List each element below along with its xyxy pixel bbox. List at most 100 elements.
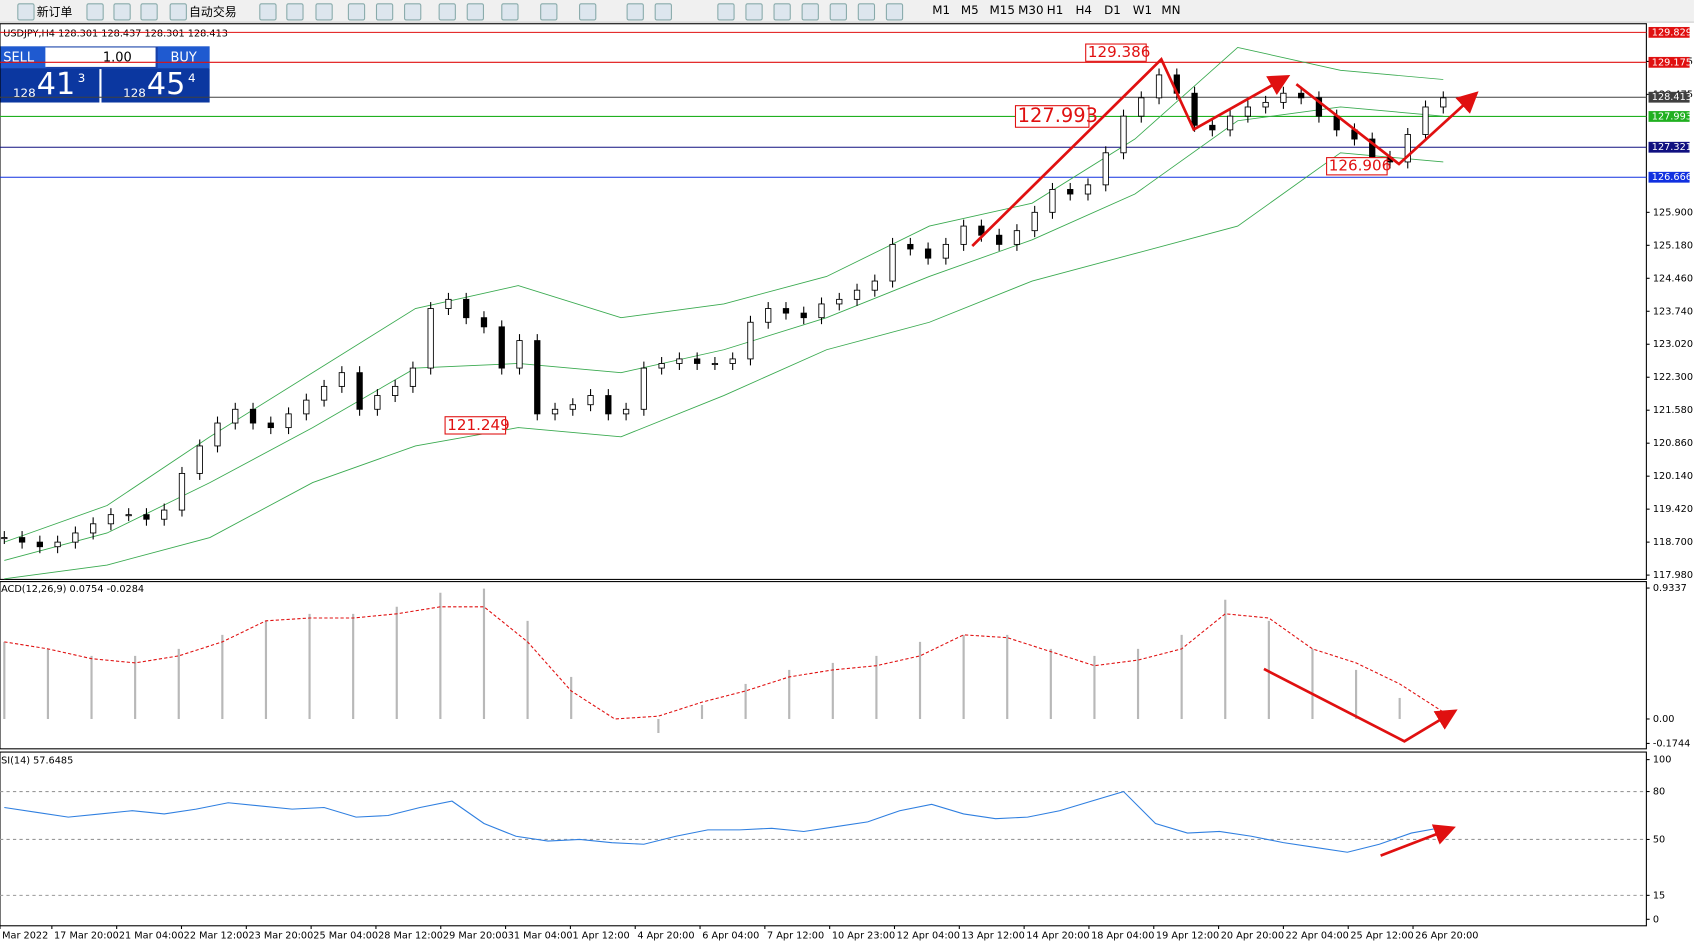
- icon[interactable]: [579, 3, 597, 21]
- time-label: 18 Apr 04:00: [1091, 930, 1154, 941]
- candle: [658, 363, 665, 369]
- candle: [1102, 152, 1109, 186]
- candle: [960, 225, 967, 245]
- candle: [1, 537, 8, 540]
- time-label: 20 Apr 20:00: [1221, 930, 1284, 941]
- annotation: 129.386: [1088, 43, 1151, 61]
- candle: [196, 445, 203, 474]
- icon[interactable]: [259, 3, 277, 21]
- timeframe-button[interactable]: H1: [1046, 3, 1064, 18]
- candle: [178, 472, 186, 511]
- annotation: 127.993: [1018, 104, 1098, 127]
- y-tick-label: 125.900: [1653, 207, 1693, 218]
- arrow: [1380, 824, 1456, 857]
- candle: [1440, 97, 1447, 108]
- time-label: 28 Mar 12:00: [378, 930, 443, 941]
- icon[interactable]: [113, 3, 131, 21]
- icon[interactable]: [540, 3, 558, 21]
- candle: [480, 317, 488, 328]
- icon[interactable]: [773, 3, 791, 21]
- candle: [516, 340, 523, 369]
- level-label-box: [1648, 91, 1690, 103]
- timeframe-button[interactable]: M30: [1018, 3, 1044, 18]
- bollinger-band: [4, 152, 1444, 580]
- chart-area: USDJPY,H4 128.301 128.437 128.301 128.41…: [0, 23, 1693, 941]
- candle: [1084, 184, 1092, 195]
- candle: [107, 514, 115, 525]
- icon[interactable]: [654, 3, 672, 21]
- auto-trade-button[interactable]: 自动交易: [189, 5, 237, 20]
- icon[interactable]: [885, 3, 904, 21]
- candle: [907, 243, 914, 250]
- candle: [889, 243, 896, 282]
- timeframe-button[interactable]: M15: [989, 3, 1015, 18]
- icon[interactable]: [404, 3, 422, 21]
- y-tick-label: 0: [1653, 914, 1659, 925]
- time-label: 31 Mar 04:00: [508, 930, 573, 941]
- marks: USDJPY,H4 128.301 128.437 128.301 128.41…: [0, 26, 1693, 941]
- timeframe-button[interactable]: MN: [1161, 3, 1181, 18]
- signal-line: [4, 606, 1444, 720]
- y-tick-label: 117.980: [1653, 570, 1693, 581]
- candle: [765, 308, 772, 323]
- level-label-box: [1648, 141, 1690, 153]
- time-label: 29 Mar 20:00: [443, 930, 508, 941]
- candle: [1244, 106, 1251, 117]
- candle: [320, 385, 328, 401]
- candle: [1031, 211, 1038, 232]
- drawn-arrows: [971, 57, 1479, 857]
- candle: [1013, 230, 1021, 245]
- timeframe-button[interactable]: W1: [1132, 3, 1153, 18]
- icon[interactable]: [466, 3, 484, 21]
- icon[interactable]: [745, 3, 763, 21]
- icon[interactable]: [829, 3, 847, 21]
- time-label: 7 Apr 12:00: [767, 930, 824, 941]
- candle: [924, 248, 932, 259]
- timeframe-button[interactable]: M5: [960, 3, 979, 18]
- timeframe-button[interactable]: D1: [1104, 3, 1121, 18]
- candle: [90, 523, 97, 534]
- candle: [1138, 97, 1145, 117]
- y-tick-label: 50: [1653, 834, 1665, 845]
- level-label: 128.413: [1652, 92, 1692, 103]
- icon[interactable]: [347, 3, 366, 21]
- candle: [551, 408, 559, 415]
- candle: [143, 514, 150, 520]
- icon[interactable]: [717, 3, 735, 21]
- time-label: 22 Apr 04:00: [1286, 930, 1349, 941]
- rsi-frame: [0, 751, 1647, 927]
- icon[interactable]: [286, 3, 304, 21]
- annotation-box: [1326, 157, 1388, 176]
- time-label: 26 Apr 20:00: [1415, 930, 1478, 941]
- candle: [729, 358, 736, 364]
- y-tick-label: 120.860: [1653, 438, 1693, 449]
- icon[interactable]: [857, 3, 876, 21]
- time-label: 12 Apr 04:00: [897, 930, 960, 941]
- icon[interactable]: [140, 3, 158, 21]
- timeframe-button[interactable]: H4: [1075, 3, 1092, 18]
- icon[interactable]: [626, 3, 644, 21]
- time-label: 23 Mar 20:00: [248, 930, 313, 941]
- new-order-button[interactable]: 新订单: [36, 5, 73, 20]
- time-label: 17 Mar 20:00: [54, 930, 119, 941]
- indicator-title: ACD(12,26,9) 0.0754 -0.0284: [1, 584, 144, 595]
- timeframe-button[interactable]: M1: [932, 3, 951, 18]
- candle: [1315, 97, 1323, 117]
- icon[interactable]: [438, 3, 456, 21]
- icon[interactable]: [375, 3, 394, 21]
- icon[interactable]: [86, 3, 104, 21]
- icon[interactable]: [315, 3, 333, 21]
- candle: [747, 321, 754, 360]
- icon[interactable]: [501, 3, 519, 21]
- time-label: Mar 2022: [2, 930, 48, 941]
- y-tick-label: -0.1744: [1653, 738, 1690, 749]
- candle: [640, 367, 647, 410]
- candle: [54, 541, 61, 548]
- candle: [1067, 189, 1074, 195]
- candle: [1155, 74, 1163, 99]
- icon[interactable]: [801, 3, 819, 21]
- candle: [249, 408, 257, 424]
- time-label: 25 Mar 04:00: [313, 930, 378, 941]
- time-label: 13 Apr 12:00: [961, 930, 1024, 941]
- candle: [1226, 115, 1234, 131]
